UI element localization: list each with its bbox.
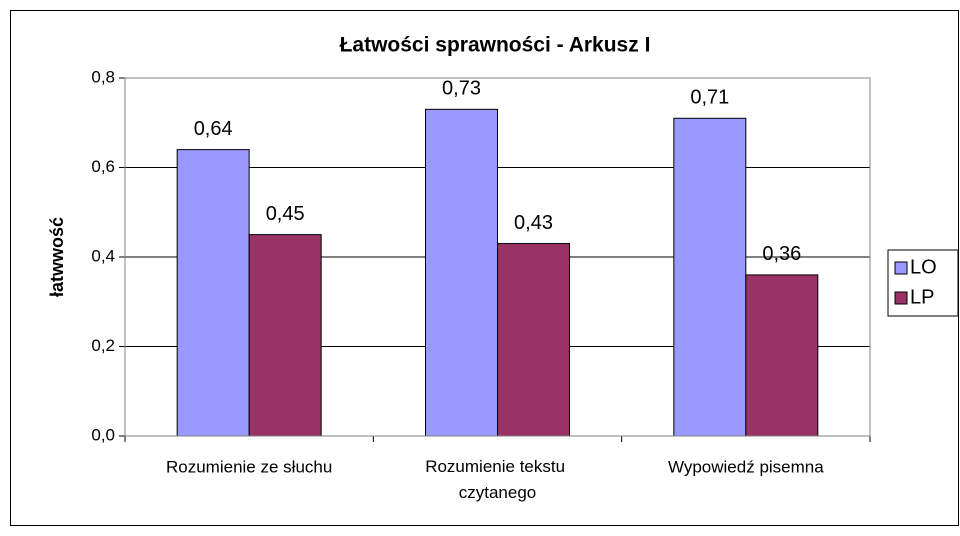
bar (745, 274, 819, 437)
bar (248, 234, 322, 437)
data-label: 0,43 (514, 212, 553, 234)
y-tick-label: 0,8 (91, 67, 115, 86)
legend-box (887, 249, 959, 317)
bar (176, 149, 250, 437)
y-axis-label: łatwwość (47, 217, 67, 297)
data-label: 0,36 (762, 243, 801, 265)
x-tick-label: Wypowiedź pisemna (668, 457, 824, 476)
legend-swatch (894, 291, 908, 305)
y-tick-label: 0,4 (91, 246, 115, 265)
x-tick-label: Rozumienie tekstu czytanego (425, 457, 570, 502)
legend-label: LO (910, 256, 937, 278)
y-tick-label: 0,2 (91, 336, 115, 355)
legend-label: LP (910, 286, 934, 308)
y-tick-label: 0,6 (91, 157, 115, 176)
y-tick-label: 0,0 (91, 425, 115, 444)
data-label: 0,64 (194, 118, 233, 140)
plot-border (124, 77, 871, 437)
x-tick-label: Rozumienie ze słuchu (166, 457, 332, 476)
data-label: 0,73 (442, 78, 481, 100)
bar (497, 243, 570, 437)
chart-title: Łatwości sprawności - Arkusz I (340, 34, 651, 57)
bar (673, 117, 747, 437)
bar (425, 108, 498, 437)
data-label: 0,45 (266, 203, 305, 225)
data-label: 0,71 (690, 87, 729, 109)
legend-swatch (894, 261, 908, 275)
